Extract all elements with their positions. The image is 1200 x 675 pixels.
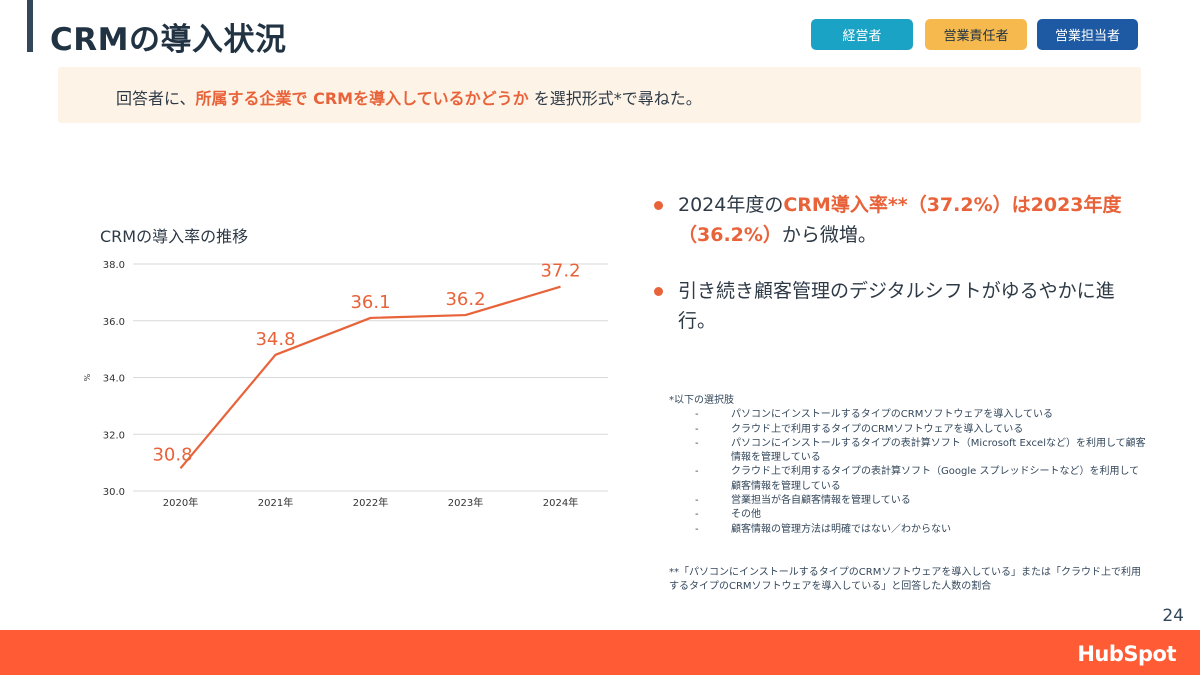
chart-title: CRMの導入率の推移 — [100, 227, 249, 246]
option-text: クラウド上で利用するタイプのCRMソフトウェアを導入している — [731, 423, 1024, 435]
page-title: CRMの導入状況 — [50, 22, 287, 58]
y-tick-label: 30.0 — [103, 487, 125, 498]
badge-sales-manager: 営業責任者 — [925, 19, 1027, 50]
data-label: 30.8 — [152, 444, 192, 465]
title-accent-bar — [27, 0, 33, 52]
option-item: - 営業担当が各自顧客情報を管理している — [669, 494, 1149, 508]
x-tick-label: 2021年 — [258, 496, 293, 509]
option-text: 顧客情報の管理方法は明確ではない／わからない — [731, 523, 951, 535]
question-text: 回答者に、所属する企業で CRMを導入しているかどうか を選択形式*で尋ねた。 — [116, 85, 702, 109]
option-text: 営業担当が各自顧客情報を管理している — [731, 495, 911, 507]
option-item: - パソコンにインストールするタイプのCRMソフトウェアを導入している — [669, 408, 1149, 422]
bullet-dot-icon — [654, 287, 663, 296]
option-item: - クラウド上で利用するタイプの表計算ソフト（Google スプレッドシートなど）… — [669, 465, 1149, 494]
option-text: パソコンにインストールするタイプの表計算ソフト（Microsoft Excelな… — [731, 437, 1146, 464]
question-box: 回答者に、所属する企業で CRMを導入しているかどうか を選択形式*で尋ねた。 — [58, 67, 1141, 123]
option-text: その他 — [731, 509, 761, 521]
question-suffix: を選択形式*で尋ねた。 — [528, 89, 702, 108]
dash-icon: - — [695, 437, 699, 449]
option-text: パソコンにインストールするタイプのCRMソフトウェアを導入している — [731, 409, 1054, 421]
y-tick-label: 38.0 — [103, 260, 125, 271]
y-tick-label: 36.0 — [103, 317, 125, 328]
y-tick-label: 32.0 — [103, 430, 125, 441]
bullet-text: から微増。 — [781, 224, 877, 246]
data-label: 37.2 — [540, 261, 580, 282]
data-label: 36.2 — [445, 289, 485, 310]
dash-icon: - — [695, 495, 699, 507]
dash-icon: - — [695, 523, 699, 535]
dash-icon: - — [695, 423, 699, 435]
page-number: 24 — [1162, 606, 1184, 626]
question-highlight: 所属する企業で CRMを導入しているかどうか — [195, 89, 529, 108]
dash-icon: - — [695, 509, 699, 521]
option-item: - その他 — [669, 508, 1149, 522]
bullet-text: 2024年度の — [678, 194, 784, 216]
x-tick-label: 2024年 — [543, 496, 578, 509]
y-axis-label: % — [83, 373, 92, 381]
option-item: - パソコンにインストールするタイプの表計算ソフト（Microsoft Excel… — [669, 437, 1149, 466]
option-item: - クラウド上で利用するタイプのCRMソフトウェアを導入している — [669, 423, 1149, 437]
footer-bar: HubSpot — [0, 630, 1200, 675]
footnote: **「パソコンにインストールするタイプのCRMソフトウェアを導入している」または… — [669, 566, 1142, 593]
x-tick-label: 2023年 — [448, 496, 483, 509]
bullet-text: CRM導入率**（37.2%）は2023年度（36.2%） — [678, 194, 1122, 246]
options-list: - パソコンにインストールするタイプのCRMソフトウェアを導入している - クラウド上… — [669, 408, 1149, 537]
bullet-item: 2024年度のCRM導入率**（37.2%）は2023年度（36.2%）から微増… — [652, 190, 1152, 250]
dash-icon: - — [695, 409, 699, 421]
notes-heading: *以下の選択肢 — [669, 395, 734, 406]
line-chart: 30.0 32.0 34.0 36.0 38.0% 2020年 2021年 2022年 2023… — [83, 260, 608, 509]
y-tick-label: 34.0 — [103, 374, 125, 385]
badge-executive: 経営者 — [811, 19, 913, 50]
bullet-dot-icon — [654, 201, 663, 210]
badge-sales-staff: 営業担当者 — [1037, 19, 1138, 50]
bullet-item: 引き続き顧客管理のデジタルシフトがゆるやかに進行。 — [652, 276, 1152, 336]
notes: *以下の選択肢 - パソコンにインストールするタイプのCRMソフトウェアを導入して… — [669, 394, 1149, 595]
hubspot-logo: HubSpot — [1077, 642, 1176, 666]
x-tick-label: 2020年 — [163, 496, 198, 509]
data-label: 34.8 — [255, 329, 295, 350]
bullet-text: 引き続き顧客管理のデジタルシフトがゆるやかに進行。 — [678, 280, 1115, 332]
key-findings: 2024年度のCRM導入率**（37.2%）は2023年度（36.2%）から微増… — [652, 190, 1152, 336]
question-prefix: 回答者に、 — [116, 89, 196, 108]
data-label: 36.1 — [350, 292, 390, 313]
option-item: - 顧客情報の管理方法は明確ではない／わからない — [669, 523, 1149, 537]
option-text: クラウド上で利用するタイプの表計算ソフト（Google スプレッドシートなど）を… — [731, 466, 1140, 492]
dash-icon: - — [695, 466, 699, 478]
x-tick-label: 2022年 — [353, 496, 388, 509]
